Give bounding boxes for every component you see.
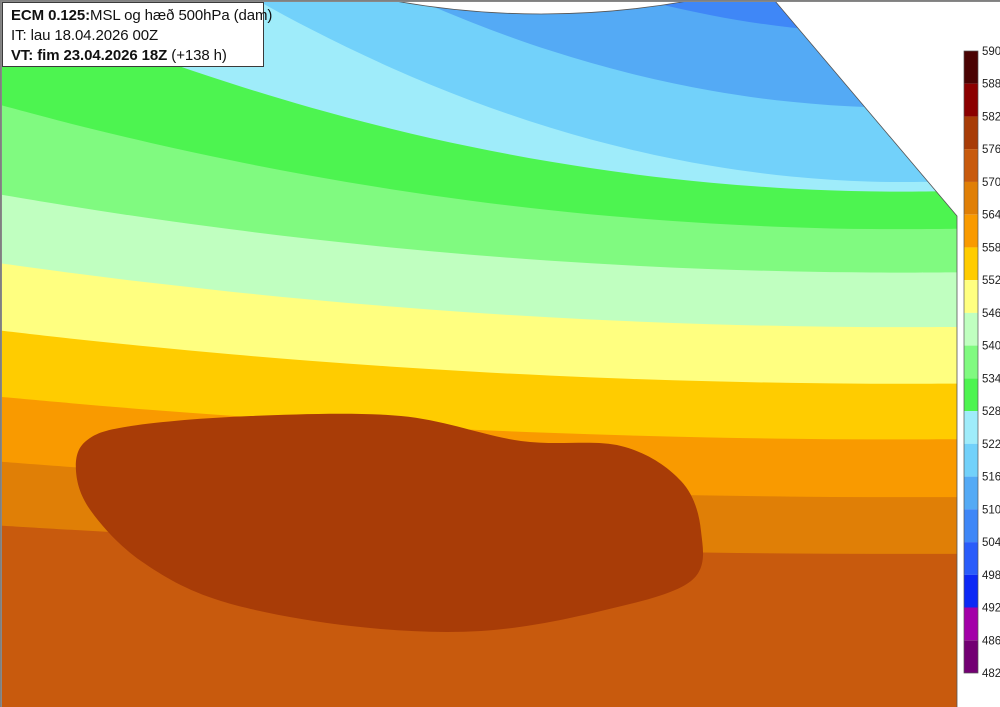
svg-text:486: 486 bbox=[982, 635, 1000, 647]
svg-text:492: 492 bbox=[982, 603, 1000, 615]
svg-text:576: 576 bbox=[982, 144, 1000, 156]
svg-text:564: 564 bbox=[982, 210, 1000, 222]
svg-text:504: 504 bbox=[982, 537, 1000, 549]
svg-text:552: 552 bbox=[982, 275, 1000, 287]
svg-text:528: 528 bbox=[982, 406, 1000, 418]
svg-text:482: 482 bbox=[982, 668, 1000, 680]
svg-text:534: 534 bbox=[982, 373, 1000, 385]
svg-text:570: 570 bbox=[982, 177, 1000, 189]
svg-text:510: 510 bbox=[982, 504, 1000, 516]
svg-text:516: 516 bbox=[982, 472, 1000, 484]
svg-text:558: 558 bbox=[982, 242, 1000, 254]
svg-text:590: 590 bbox=[982, 46, 1000, 58]
svg-text:588: 588 bbox=[982, 79, 1000, 91]
svg-text:498: 498 bbox=[982, 570, 1000, 582]
svg-text:582: 582 bbox=[982, 112, 1000, 124]
svg-text:522: 522 bbox=[982, 439, 1000, 451]
svg-text:546: 546 bbox=[982, 308, 1000, 320]
svg-text:540: 540 bbox=[982, 341, 1000, 353]
